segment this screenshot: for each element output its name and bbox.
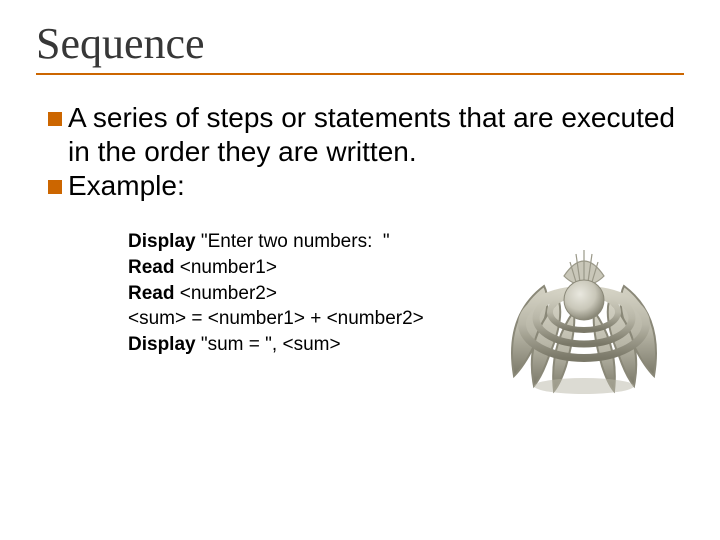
bullet-item: Example: bbox=[48, 169, 684, 203]
slide-title: Sequence bbox=[36, 18, 684, 69]
bullet-text: Example: bbox=[68, 169, 185, 203]
code-rest: <number1> bbox=[180, 257, 277, 278]
code-keyword: Display bbox=[128, 334, 201, 355]
bullet-marker-icon bbox=[48, 180, 62, 194]
code-rest: <sum> = <number1> + <number2> bbox=[128, 308, 424, 329]
code-keyword: Read bbox=[128, 257, 180, 278]
decorative-shell-image bbox=[494, 236, 674, 396]
code-rest: <number2> bbox=[180, 283, 277, 304]
bullet-marker-icon bbox=[48, 112, 62, 126]
title-underline bbox=[36, 73, 684, 75]
code-rest: "Enter two numbers: " bbox=[201, 231, 390, 252]
bullet-text: A series of steps or statements that are… bbox=[68, 101, 684, 169]
code-keyword: Display bbox=[128, 231, 201, 252]
slide-container: Sequence A series of steps or statements… bbox=[0, 0, 720, 540]
code-rest: "sum = ", <sum> bbox=[201, 334, 341, 355]
code-keyword: Read bbox=[128, 283, 180, 304]
bullet-item: A series of steps or statements that are… bbox=[48, 101, 684, 169]
